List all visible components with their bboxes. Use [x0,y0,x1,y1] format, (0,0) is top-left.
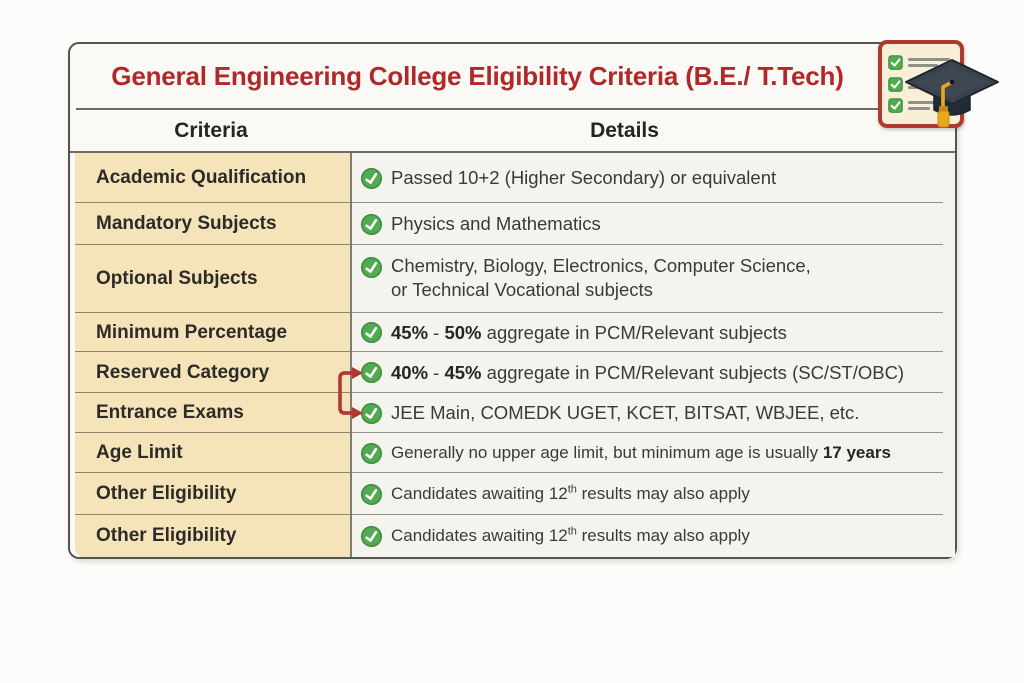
detail-text-segment: Candidates awaiting 12 [391,526,568,545]
details-cell: Passed 10+2 (Higher Secondary) or equiva… [352,153,955,203]
page-title: General Engineering College Eligibility … [76,44,879,110]
detail-text-segment: - [428,321,445,343]
detail-text-segment: results may also apply [576,484,750,503]
detail-text-segment: th [567,483,577,496]
detail-text: 40% - 45% aggregate in PCM/Relevant subj… [391,361,904,385]
checklist-graduation-badge [874,36,1002,134]
detail-text: Physics and Mathematics [391,212,601,236]
table-row: Other Eligibility Candidates awaiting 12t… [75,473,955,515]
green-check-circle-icon [360,442,383,464]
detail-text: Candidates awaiting 12th results may als… [391,482,750,506]
detail-text-segment: results may also apply [576,526,750,545]
eligibility-table-card: General Engineering College Eligibility … [68,42,957,559]
column-header-details: Details [590,118,659,142]
detail-text-segment: Candidates awaiting 12 [391,484,568,503]
table-row: Mandatory Subjects Physics and Mathematic… [75,203,955,245]
criteria-cell: Academic Qualification [75,153,352,203]
criteria-cell: Age Limit [75,433,352,473]
criteria-cell: Entrance Exams [75,393,352,433]
detail-text-segment: th [567,525,577,538]
details-cell: Physics and Mathematics [352,203,955,245]
criteria-cell: Reserved Category [75,352,352,393]
detail-text-segment: - [428,361,445,383]
table-body: Academic Qualification Passed 10+2 (Highe… [70,153,955,557]
detail-text-segment: 45% [444,361,482,383]
details-cell: Candidates awaiting 12th results may als… [352,515,955,557]
detail-text-segment: Chemistry, Biology, Electronics, Compute… [391,255,811,276]
table-row: Age Limit Generally no upper age limit, b… [75,433,955,473]
detail-text-segment: Physics and Mathematics [391,213,601,234]
detail-text-segment: JEE Main, COMEDK UGET, KCET, BITSAT, WBJ… [391,402,860,423]
criteria-cell: Minimum Percentage [75,313,352,352]
green-check-circle-icon [360,525,383,547]
checklist-item [888,54,954,70]
green-check-circle-icon [360,361,383,384]
detail-text-segment: or Technical Vocational subjects [391,279,653,300]
table-row: Entrance Exams JEE Main, COMEDK UGET, KCE… [75,393,955,433]
table-row: Other Eligibility Candidates awaiting 12t… [75,515,955,557]
text-line-bars [908,57,954,67]
green-check-circle-icon [360,483,383,505]
criteria-cell: Other Eligibility [75,515,352,557]
details-cell: Chemistry, Biology, Electronics, Compute… [352,245,955,313]
detail-text: Candidates awaiting 12th results may als… [391,524,750,548]
green-check-circle-icon [360,402,383,424]
checkbox-icon [888,76,903,92]
detail-text: Chemistry, Biology, Electronics, Compute… [391,254,811,302]
details-cell: 45% - 50% aggregate in PCM/Relevant subj… [352,313,955,352]
details-cell: Candidates awaiting 12th results may als… [352,473,955,515]
checkbox-icon [888,54,903,70]
criteria-cell: Other Eligibility [75,473,352,515]
detail-text-segment: 45% [391,321,429,343]
checklist-card-icon [878,40,964,128]
details-cell: Generally no upper age limit, but minimu… [352,433,955,473]
green-check-circle-icon [360,167,383,189]
detail-text-segment: 50% [444,321,482,343]
graduation-cap-icon [905,59,999,128]
detail-text-segment: 17 years [822,443,891,462]
detail-text: Generally no upper age limit, but minimu… [391,441,891,465]
detail-text-segment: Generally no upper age limit, but minimu… [391,443,823,462]
checkbox-icon [888,98,903,114]
table-row: Optional Subjects Chemistry, Biology, Ele… [75,245,955,313]
detail-text: JEE Main, COMEDK UGET, KCET, BITSAT, WBJ… [391,401,859,425]
table-header-row: Criteria Details [70,110,955,153]
text-line-bars [908,101,954,111]
details-cell: 40% - 45% aggregate in PCM/Relevant subj… [352,352,955,393]
table-row: Minimum Percentage 45% - 50% aggregate in… [75,313,955,352]
detail-text: 45% - 50% aggregate in PCM/Relevant subj… [391,321,787,345]
green-check-circle-icon [360,321,383,344]
detail-text-segment: 40% [391,361,429,383]
criteria-cell: Mandatory Subjects [75,203,352,245]
detail-text: Passed 10+2 (Higher Secondary) or equiva… [391,166,776,190]
column-header-criteria: Criteria [174,118,248,142]
detail-text-segment: aggregate in PCM/Relevant subjects (SC/S… [481,361,905,383]
green-check-circle-icon [360,213,383,235]
details-cell: JEE Main, COMEDK UGET, KCET, BITSAT, WBJ… [352,393,955,433]
detail-text-segment: aggregate in PCM/Relevant subjects [481,321,787,343]
table-row: Reserved Category 40% - 45% aggregate in … [75,352,955,393]
checklist-item [888,98,954,114]
red-bracket-arrow-connector [338,367,363,419]
criteria-cell: Optional Subjects [75,245,352,313]
green-check-circle-icon [360,256,383,279]
detail-text-segment: Passed 10+2 (Higher Secondary) or equiva… [391,167,777,188]
table-row: Academic Qualification Passed 10+2 (Highe… [75,153,955,203]
